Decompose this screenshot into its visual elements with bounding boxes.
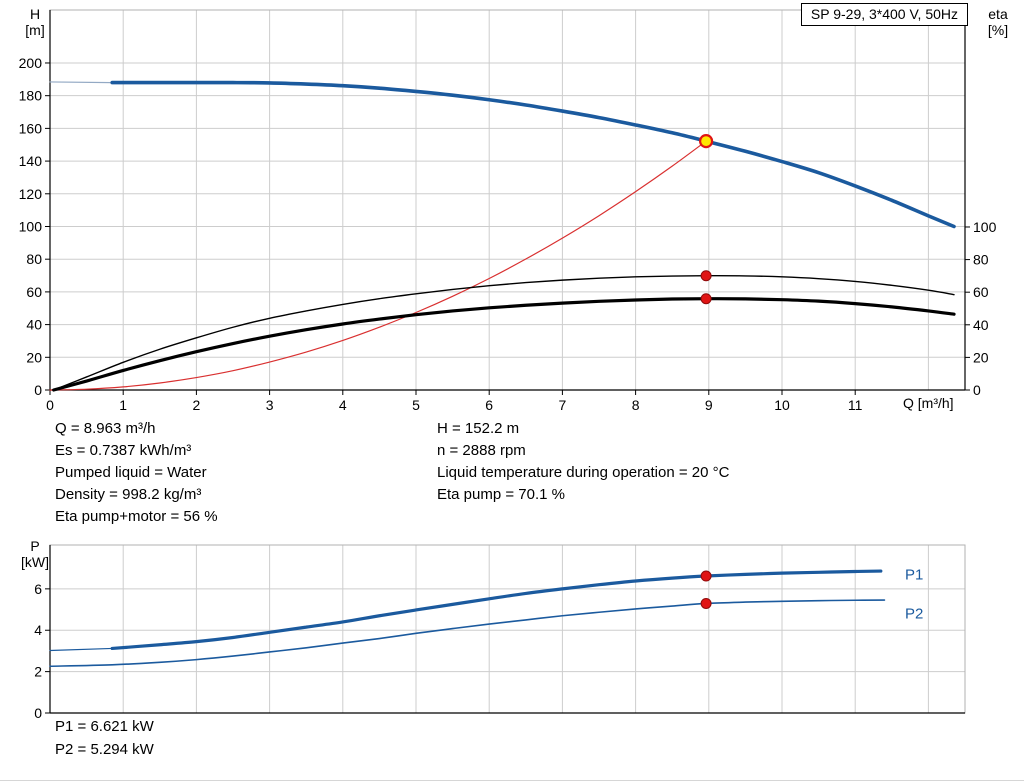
readout-eta-pump: Eta pump = 70.1 % xyxy=(437,486,565,503)
left-tick-label: 0 xyxy=(34,382,42,398)
right-tick-label: 60 xyxy=(973,284,989,300)
readout-specific-energy: Es = 0.7387 kWh/m³ xyxy=(55,442,192,459)
eta-axis-title-line1: eta xyxy=(988,6,1008,22)
q-axis-title: Q [m³/h] xyxy=(903,395,954,411)
x-tick-label: 8 xyxy=(632,397,640,413)
eta-pump-motor-curve xyxy=(52,297,956,392)
readout-liquid-temp: Liquid temperature during operation = 20… xyxy=(437,464,730,481)
system-curve xyxy=(49,140,707,391)
p1-point xyxy=(700,570,712,582)
left-tick-label: 4 xyxy=(34,622,42,638)
readout-eta-pump-motor: Eta pump+motor = 56 % xyxy=(55,508,218,525)
power-chart: 0 2 4 6 P1 P2 xyxy=(34,544,966,721)
pump-curve-extension xyxy=(49,81,113,84)
eta-axis-title-line2: [%] xyxy=(987,22,1009,38)
x-tick-label: 1 xyxy=(119,397,127,413)
right-tick-label: 100 xyxy=(973,219,997,235)
left-tick-label: 60 xyxy=(26,284,42,300)
x-tick-label: 11 xyxy=(848,397,863,413)
p2-label: P2 xyxy=(905,606,923,623)
x-tick-label: 10 xyxy=(774,397,790,413)
left-tick-label: 6 xyxy=(34,581,42,597)
p2-point xyxy=(700,597,712,609)
left-tick-label: 100 xyxy=(19,218,43,234)
p1-curve xyxy=(110,569,883,651)
duty-point xyxy=(698,134,714,149)
eta-axis-title: eta [%] xyxy=(976,6,1020,38)
left-tick-label: 160 xyxy=(19,120,43,136)
readout-column-right: H = 152.2 m n = 2888 rpm Liquid temperat… xyxy=(437,418,729,506)
readout-column-power: P1 = 6.621 kW P2 = 5.294 kW xyxy=(55,715,154,761)
right-tick-label: 0 xyxy=(973,382,981,398)
p-axis-title-line1: P xyxy=(30,538,40,554)
left-tick-label: 200 xyxy=(19,55,43,71)
left-tick-label: 2 xyxy=(34,664,42,680)
x-tick-label: 3 xyxy=(266,397,274,413)
x-tick-label: 5 xyxy=(412,397,420,413)
x-tick-label: 9 xyxy=(705,397,713,413)
right-tick-label: 80 xyxy=(973,252,989,268)
left-tick-label: 0 xyxy=(34,705,42,721)
left-tick-label: 80 xyxy=(26,251,42,267)
pump-curve xyxy=(110,80,956,229)
left-tick-label: 140 xyxy=(19,153,43,169)
readout-flow: Q = 8.963 m³/h xyxy=(55,420,156,437)
x-tick-label: 0 xyxy=(46,397,54,413)
p1-curve-extension xyxy=(49,647,113,652)
left-tick-label: 20 xyxy=(26,349,42,365)
h-axis-title-line1: H xyxy=(29,6,41,22)
p-axis-title: P [kW] xyxy=(12,538,58,570)
pump-title-box: SP 9-29, 3*400 V, 50Hz xyxy=(800,3,968,26)
x-tick-label: 2 xyxy=(193,397,201,413)
x-tick-label: 6 xyxy=(485,397,493,413)
eta-pump-point xyxy=(700,270,712,282)
hq-eta-chart: 0 20 40 60 80 100 120 140 160 180 200 0 20 40 60 80 100 0… xyxy=(19,9,997,413)
readout-column-left: Q = 8.963 m³/h Es = 0.7387 kWh/m³ Pumped… xyxy=(55,418,218,528)
x-tick-label: 7 xyxy=(559,397,567,413)
plot-border xyxy=(49,544,966,714)
left-tick-label: 180 xyxy=(19,88,43,104)
left-tick-label: 40 xyxy=(26,317,42,333)
readout-p2: P2 = 5.294 kW xyxy=(55,741,154,758)
h-axis-title: H [m] xyxy=(14,6,56,38)
left-tick-label: 120 xyxy=(19,186,43,202)
right-tick-label: 20 xyxy=(973,349,989,365)
eta-pump-motor-point xyxy=(700,293,712,305)
readout-density: Density = 998.2 kg/m³ xyxy=(55,486,202,503)
readout-pumped-liquid: Pumped liquid = Water xyxy=(55,464,207,481)
p2-curve xyxy=(49,599,886,668)
readout-head: H = 152.2 m xyxy=(437,420,520,437)
readout-speed: n = 2888 rpm xyxy=(437,442,526,459)
p1-label: P1 xyxy=(905,566,923,583)
p-axis-title-line2: [kW] xyxy=(21,554,49,570)
eta-pump-curve xyxy=(52,275,955,391)
readout-p1: P1 = 6.621 kW xyxy=(55,718,154,735)
right-tick-label: 40 xyxy=(973,317,989,333)
h-axis-title-line2: [m] xyxy=(25,22,45,38)
plot-border xyxy=(49,9,966,391)
x-tick-label: 4 xyxy=(339,397,347,413)
